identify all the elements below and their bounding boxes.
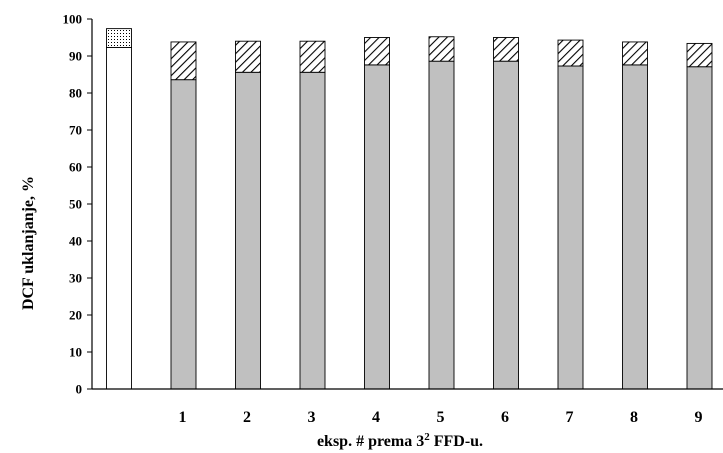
y-tick-label: 10 — [69, 345, 82, 360]
bar-segment-0-cat-4 — [364, 64, 390, 390]
bar-segment-0-cat-3 — [299, 71, 326, 390]
y-axis-ticks: 0 10 20 30 40 50 60 70 80 90 100 — [63, 12, 92, 397]
y-tick-label: 30 — [69, 271, 82, 286]
y-tick-label: 20 — [69, 308, 82, 323]
bar-segment-0-cat-8 — [622, 64, 648, 390]
y-tick-label: 80 — [69, 86, 82, 101]
x-tick-label: 7 — [566, 409, 574, 426]
bar-segment-1-cat-7 — [557, 39, 584, 67]
x-tick-label: 6 — [501, 409, 509, 426]
x-tick-label: 3 — [308, 409, 316, 426]
y-axis-label: DCF uklanjanje, % — [20, 176, 37, 310]
x-axis-label-main: eksp. # prema 3 — [317, 433, 424, 450]
x-axis-label-tail: FFD-u. — [430, 433, 483, 450]
y-tick-label: 40 — [69, 234, 82, 249]
x-tick-label: 9 — [695, 409, 703, 426]
bars-group — [106, 28, 713, 390]
bar-segment-1-cat-0 — [106, 28, 132, 48]
bar-segment-1-cat-6 — [493, 37, 519, 62]
bar-segment-1-cat-8 — [622, 41, 648, 66]
bar-segment-0-cat-2 — [235, 71, 261, 390]
bar-segment-0-cat-9 — [686, 66, 713, 390]
y-tick-label: 70 — [69, 123, 82, 138]
x-tick-label: 4 — [372, 409, 380, 426]
bar-segment-0-cat-0 — [106, 47, 132, 390]
x-axis-ticks: 1 2 3 4 5 6 7 8 9 — [179, 409, 703, 426]
bar-segment-1-cat-1 — [170, 41, 197, 81]
y-tick-label: 0 — [76, 382, 83, 397]
x-tick-label: 1 — [179, 409, 187, 426]
bar-segment-0-cat-6 — [493, 60, 519, 390]
bar-segment-0-cat-7 — [557, 65, 584, 390]
bar-segment-1-cat-2 — [235, 40, 261, 73]
y-tick-label: 60 — [69, 160, 82, 175]
x-tick-label: 8 — [630, 409, 638, 426]
y-tick-label: 100 — [63, 12, 83, 27]
bar-segment-1-cat-9 — [686, 42, 713, 68]
x-axis-label-superscript: 2 — [424, 431, 430, 443]
x-tick-label: 2 — [243, 409, 251, 426]
x-tick-label: 5 — [437, 409, 445, 426]
bar-segment-1-cat-5 — [428, 36, 455, 62]
bar-segment-1-cat-3 — [299, 40, 326, 73]
bar-segment-1-cat-4 — [364, 37, 390, 66]
y-tick-label: 50 — [69, 197, 82, 212]
y-tick-label: 90 — [69, 49, 82, 64]
bar-segment-0-cat-5 — [428, 60, 455, 390]
x-axis-label: eksp. # prema 32 FFD-u. — [317, 431, 483, 450]
bar-segment-0-cat-1 — [170, 79, 197, 390]
